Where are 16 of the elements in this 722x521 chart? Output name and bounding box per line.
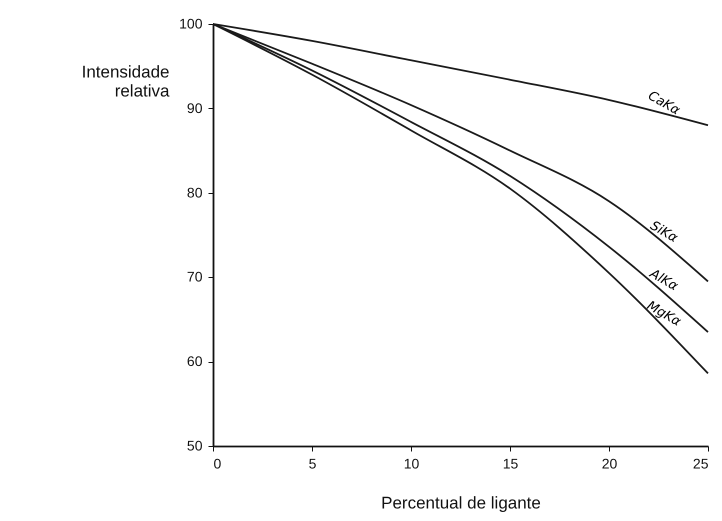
y-tick-label: 70 xyxy=(186,268,203,285)
y-axis-title: Intensidade relativa xyxy=(82,62,170,100)
text: SiKα xyxy=(647,218,680,246)
text: AlKα xyxy=(646,266,681,294)
y-tick-label: 100 xyxy=(179,16,203,32)
x-tick-label: 10 xyxy=(404,456,420,472)
y-tick-label: 50 xyxy=(186,438,203,454)
x-tick-label: 0 xyxy=(214,456,222,472)
y-tick-label: 60 xyxy=(186,353,203,370)
y-tick-label: 80 xyxy=(186,184,203,200)
x-tick-label: 25 xyxy=(692,456,709,472)
x-tick-label: 20 xyxy=(602,456,618,472)
y-tick-label: 90 xyxy=(186,100,203,116)
x-axis-title: Percentual de ligante xyxy=(381,494,541,512)
x-tick-label: 15 xyxy=(502,456,518,472)
x-tick-label: 5 xyxy=(308,456,317,472)
